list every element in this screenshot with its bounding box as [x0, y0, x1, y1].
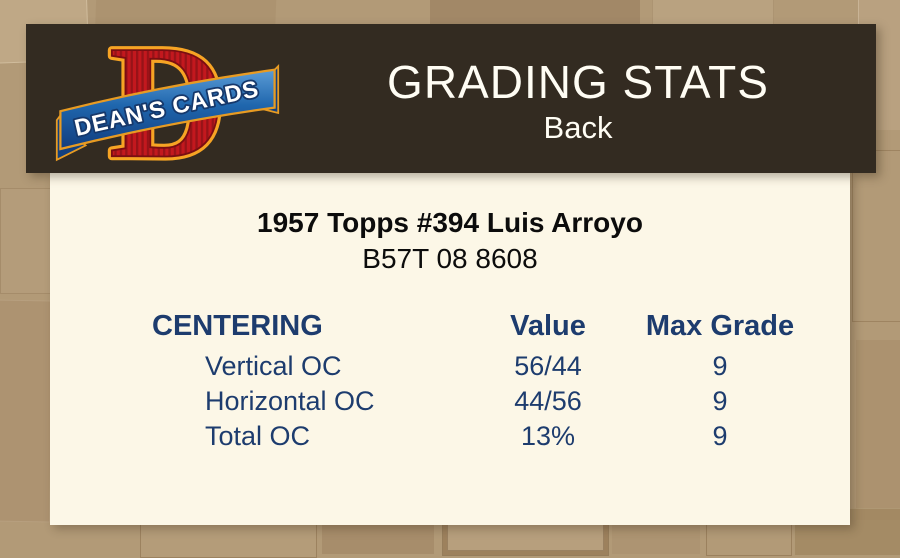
centering-table: CENTERING Value Max Grade Vertical OC 56… [152, 309, 850, 454]
background-card [430, 0, 640, 24]
ribbon-banner-shape [59, 68, 276, 151]
row-value: 56/44 [514, 351, 582, 381]
col-header-max-grade: Max Grade [645, 310, 795, 342]
row-label: Vertical OC [205, 351, 342, 381]
table-section-header: CENTERING [152, 310, 323, 342]
row-max-grade: 9 [712, 421, 728, 451]
background-card [0, 299, 54, 523]
table-header-row: CENTERING Value Max Grade [152, 309, 850, 349]
page-subtitle: Back [543, 109, 613, 145]
card-serial-number: B57T 08 8608 [362, 243, 538, 274]
row-label: Horizontal OC [205, 386, 375, 416]
row-max-grade: 9 [712, 386, 728, 416]
background-card [852, 150, 900, 322]
row-label: Total OC [205, 421, 311, 451]
background-card [322, 520, 434, 554]
background-card [0, 188, 52, 294]
page-title: GRADING STATS [387, 55, 769, 108]
table-row: Total OC 13% 9 [152, 419, 850, 454]
header-titles: GRADING STATS Back [280, 24, 876, 173]
row-max-grade: 9 [712, 351, 728, 381]
col-header-value: Value [510, 310, 586, 342]
header-bar: D D DEAN'S CARDS GRADING STATS Back [26, 24, 876, 173]
background-card [856, 340, 900, 520]
row-value: 44/56 [514, 386, 582, 416]
card-title: 1957 Topps #394 Luis Arroyo [257, 207, 643, 238]
row-value: 13% [520, 421, 576, 451]
table-row: Horizontal OC 44/56 9 [152, 384, 850, 419]
deans-cards-logo: D D DEAN'S CARDS [55, 32, 280, 167]
table-row: Vertical OC 56/44 9 [152, 349, 850, 384]
stats-panel: 1957 Topps #394 Luis Arroyo B57T 08 8608… [50, 173, 850, 525]
